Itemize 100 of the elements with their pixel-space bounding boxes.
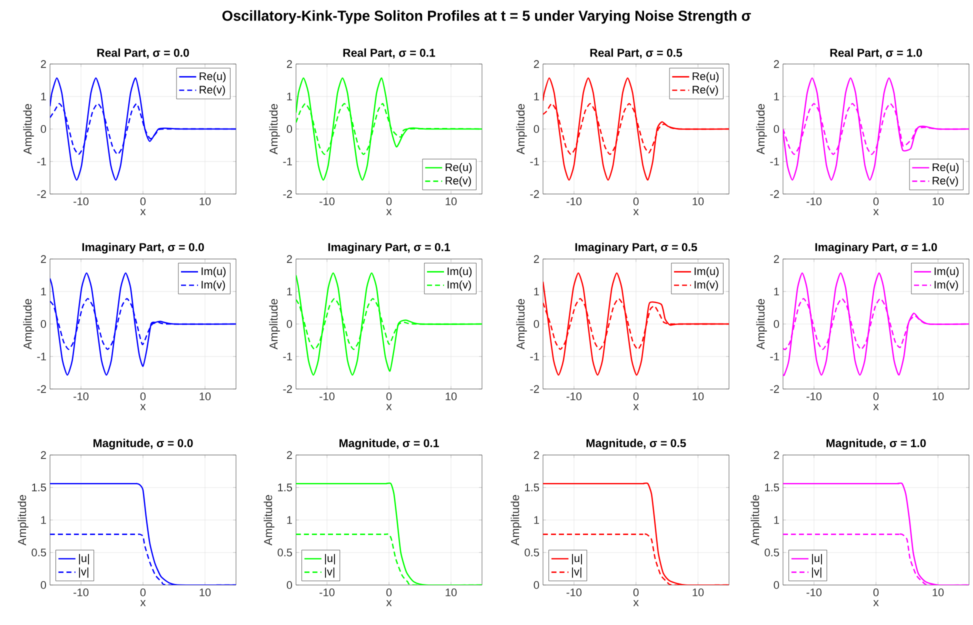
x-tick-label: 10 xyxy=(932,392,944,400)
y-tick-label: 1 xyxy=(774,288,779,296)
y-axis-title: Amplitude xyxy=(756,299,767,350)
x-tick-label: -10 xyxy=(566,198,582,206)
x-tick-label: 10 xyxy=(200,198,211,206)
y-tick-label: 2 xyxy=(534,255,539,263)
y-tick-label: -2 xyxy=(770,190,779,198)
y-tick-label: 1 xyxy=(534,288,539,296)
x-axis-title: x xyxy=(873,600,879,606)
legend-label: Im(v) xyxy=(448,280,471,291)
chart-title: Magnitude, σ = 0.1 xyxy=(340,438,439,450)
x-tick-label: 0 xyxy=(633,392,639,400)
y-tick-label: 0 xyxy=(534,581,540,589)
x-tick-label: -10 xyxy=(806,588,822,596)
y-tick-label: 1 xyxy=(287,516,292,524)
y-tick-label: 0 xyxy=(286,581,292,589)
y-tick-label: 2 xyxy=(40,60,46,68)
x-axis-title: x xyxy=(873,404,879,410)
x-axis-title: x xyxy=(140,404,146,410)
y-tick-label: 0 xyxy=(774,320,780,328)
y-tick-label: 0.5 xyxy=(764,548,780,556)
y-tick-label: 2 xyxy=(286,255,292,263)
chart-title: Real Part, σ = 0.0 xyxy=(97,48,189,58)
x-tick-label: 10 xyxy=(200,588,211,596)
legend-label: Im(v) xyxy=(694,280,718,291)
legend-label: |u| xyxy=(79,554,89,564)
y-tick-label: 0.5 xyxy=(32,548,46,556)
y-axis-title: Amplitude xyxy=(516,299,527,350)
y-tick-label: 1 xyxy=(534,92,539,100)
x-tick-label: -10 xyxy=(806,392,822,400)
y-tick-label: -2 xyxy=(37,190,46,198)
y-tick-label: 2 xyxy=(286,60,292,68)
chart-title: Imaginary Part, σ = 0.0 xyxy=(82,242,204,254)
legend-label: Re(u) xyxy=(200,72,226,82)
y-axis-title: Amplitude xyxy=(510,495,522,546)
text: Oscillatory-Kink-Type Soliton Profiles at t = 5 under Varying Noise Strength σ xyxy=(222,10,751,24)
y-tick-label: 2 xyxy=(774,255,779,263)
y-tick-label: -1 xyxy=(530,352,539,360)
x-axis-title: x xyxy=(140,600,146,606)
y-tick-label: 2 xyxy=(774,451,779,459)
y-tick-label: 0 xyxy=(40,581,46,589)
x-tick-label: 0 xyxy=(386,588,392,596)
x-axis-title: x xyxy=(633,600,639,606)
x-tick-label: 0 xyxy=(633,198,639,206)
x-tick-label: 0 xyxy=(140,198,146,206)
y-tick-label: 0.5 xyxy=(278,548,292,556)
legend-label: Re(v) xyxy=(932,176,958,187)
legend-label: |u| xyxy=(325,554,335,564)
legend-label: Im(v) xyxy=(202,280,225,291)
x-tick-label: 10 xyxy=(932,198,944,206)
y-tick-label: 0 xyxy=(774,581,780,589)
y-tick-label: 2 xyxy=(534,451,539,459)
y-tick-label: 1 xyxy=(41,288,46,296)
y-tick-label: -1 xyxy=(37,158,46,166)
x-tick-label: -10 xyxy=(320,392,334,400)
legend-label: Im(u) xyxy=(448,267,472,278)
x-tick-label: 10 xyxy=(200,392,211,400)
y-tick-label: 2 xyxy=(286,451,292,459)
legend-label: |v| xyxy=(572,567,582,578)
y-tick-label: -2 xyxy=(530,385,539,393)
legend-label: Im(u) xyxy=(202,267,226,278)
y-axis-title: Amplitude xyxy=(516,104,527,154)
x-tick-label: 10 xyxy=(446,392,457,400)
y-tick-label: 0 xyxy=(534,320,540,328)
x-tick-label: 10 xyxy=(692,198,704,206)
y-tick-label: -1 xyxy=(37,352,46,360)
y-tick-label: -2 xyxy=(530,190,539,198)
y-axis-title: Amplitude xyxy=(750,495,762,546)
y-tick-label: 2 xyxy=(40,451,46,459)
x-tick-label: 0 xyxy=(633,588,639,596)
legend-label: Im(v) xyxy=(934,280,958,291)
y-axis-title: Amplitude xyxy=(756,104,767,154)
x-tick-label: -10 xyxy=(74,198,88,206)
y-tick-label: -1 xyxy=(770,352,779,360)
x-tick-label: 10 xyxy=(446,588,457,596)
y-tick-label: 1 xyxy=(534,516,539,524)
y-axis-title: Amplitude xyxy=(23,299,34,350)
chart-title: Magnitude, σ = 1.0 xyxy=(826,438,926,450)
y-tick-label: 0 xyxy=(286,320,292,328)
chart-title: Imaginary Part, σ = 0.5 xyxy=(575,242,698,254)
x-tick-label: -10 xyxy=(320,198,334,206)
x-axis-title: x xyxy=(386,600,392,606)
y-tick-label: 0 xyxy=(40,125,46,133)
x-axis-title: x xyxy=(633,209,639,216)
y-tick-label: -2 xyxy=(283,385,292,393)
x-tick-label: -10 xyxy=(320,588,334,596)
chart-title: Imaginary Part, σ = 0.1 xyxy=(328,242,450,254)
y-tick-label: 1 xyxy=(41,92,46,100)
x-tick-label: 0 xyxy=(873,198,879,206)
legend-label: Im(u) xyxy=(694,267,719,278)
y-tick-label: 1.5 xyxy=(278,484,292,492)
y-tick-label: 2 xyxy=(534,60,539,68)
y-tick-label: -1 xyxy=(770,158,779,166)
x-tick-label: -10 xyxy=(74,588,88,596)
y-tick-label: 2 xyxy=(774,60,779,68)
legend-label: |u| xyxy=(812,554,822,564)
x-tick-label: 0 xyxy=(140,392,146,400)
y-axis-title: Amplitude xyxy=(264,495,274,546)
y-tick-label: 1 xyxy=(41,516,46,524)
y-tick-label: -1 xyxy=(283,158,292,166)
